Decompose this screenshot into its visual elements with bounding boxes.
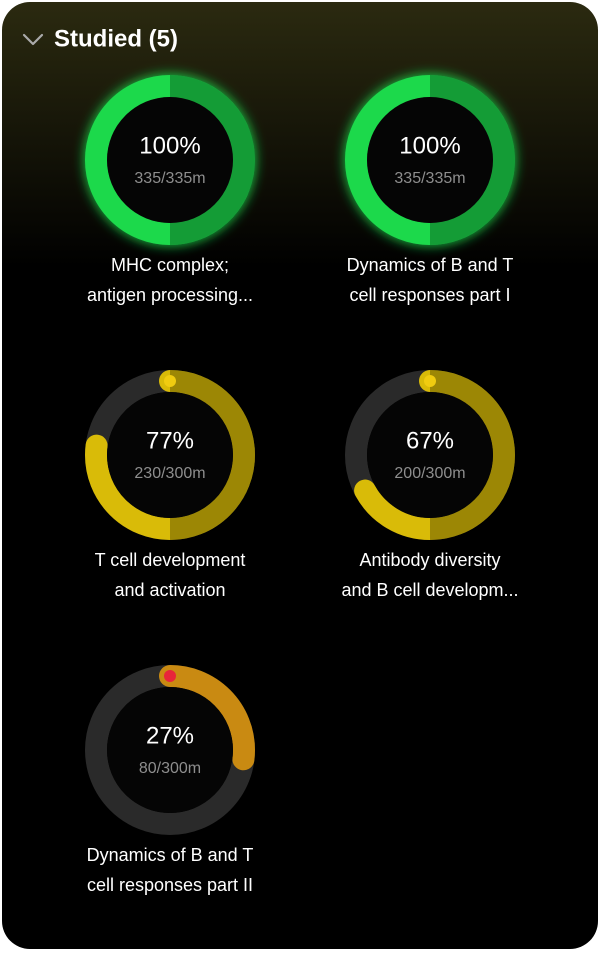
topic-title[interactable]: cell responses part I <box>349 285 510 305</box>
time-label[interactable]: 200/300m <box>394 465 465 482</box>
topic-title[interactable]: and activation <box>114 580 225 600</box>
topic-title[interactable]: MHC complex; <box>111 255 229 275</box>
topic-card[interactable]: 100% 335/335m MHC complex; antigen processi… <box>85 75 255 305</box>
percent-label[interactable]: 77% <box>146 427 194 454</box>
topic-card[interactable]: 27% 80/300m Dynamics of B and T cell respon… <box>85 665 255 895</box>
ring-inner[interactable] <box>367 392 493 518</box>
percent-label[interactable]: 67% <box>406 427 454 454</box>
time-label[interactable]: 230/300m <box>134 465 205 482</box>
arc-start-dot[interactable] <box>164 375 176 387</box>
arc-start-dot[interactable] <box>164 670 176 682</box>
ring-inner[interactable] <box>107 687 233 813</box>
topic-card[interactable]: 77% 230/300m T cell development and activat… <box>85 370 255 600</box>
percent-label[interactable]: 27% <box>146 722 194 749</box>
ring-inner[interactable] <box>107 97 233 223</box>
topic-title[interactable]: and B cell developm... <box>341 580 518 600</box>
topic-title[interactable]: cell responses part II <box>87 875 253 895</box>
arc-shade[interactable] <box>430 370 515 540</box>
arc-shade[interactable] <box>170 75 255 245</box>
time-label[interactable]: 335/335m <box>134 170 205 187</box>
topic-title[interactable]: T cell development <box>95 550 246 570</box>
topic-title[interactable]: antigen processing... <box>87 285 253 305</box>
arc-shade[interactable] <box>430 75 515 245</box>
ring-inner[interactable] <box>367 97 493 223</box>
percent-label[interactable]: 100% <box>139 132 200 159</box>
time-label[interactable]: 80/300m <box>139 760 201 777</box>
items: 100% 335/335m MHC complex; antigen processi… <box>85 75 519 895</box>
topic-title[interactable]: Dynamics of B and T <box>87 845 254 865</box>
topic-title[interactable]: Antibody diversity <box>359 550 500 570</box>
progress-arc[interactable] <box>345 75 515 245</box>
time-label[interactable]: 335/335m <box>394 170 465 187</box>
topic-title[interactable]: Dynamics of B and T <box>347 255 514 275</box>
percent-label[interactable]: 100% <box>399 132 460 159</box>
collapse-toggle[interactable]: Studied (5) <box>22 25 178 52</box>
arc-start-dot[interactable] <box>424 375 436 387</box>
section-title[interactable]: Studied (5) <box>54 25 178 52</box>
arc-shade[interactable] <box>170 370 255 540</box>
ring-inner[interactable] <box>107 392 233 518</box>
topic-card[interactable]: 100% 335/335m Dynamics of B and T cell resp… <box>345 75 515 305</box>
chevron[interactable] <box>22 33 44 46</box>
topic-card[interactable]: 67% 200/300m Antibody diversity and B cell … <box>341 370 519 600</box>
progress-arc[interactable] <box>85 75 255 245</box>
